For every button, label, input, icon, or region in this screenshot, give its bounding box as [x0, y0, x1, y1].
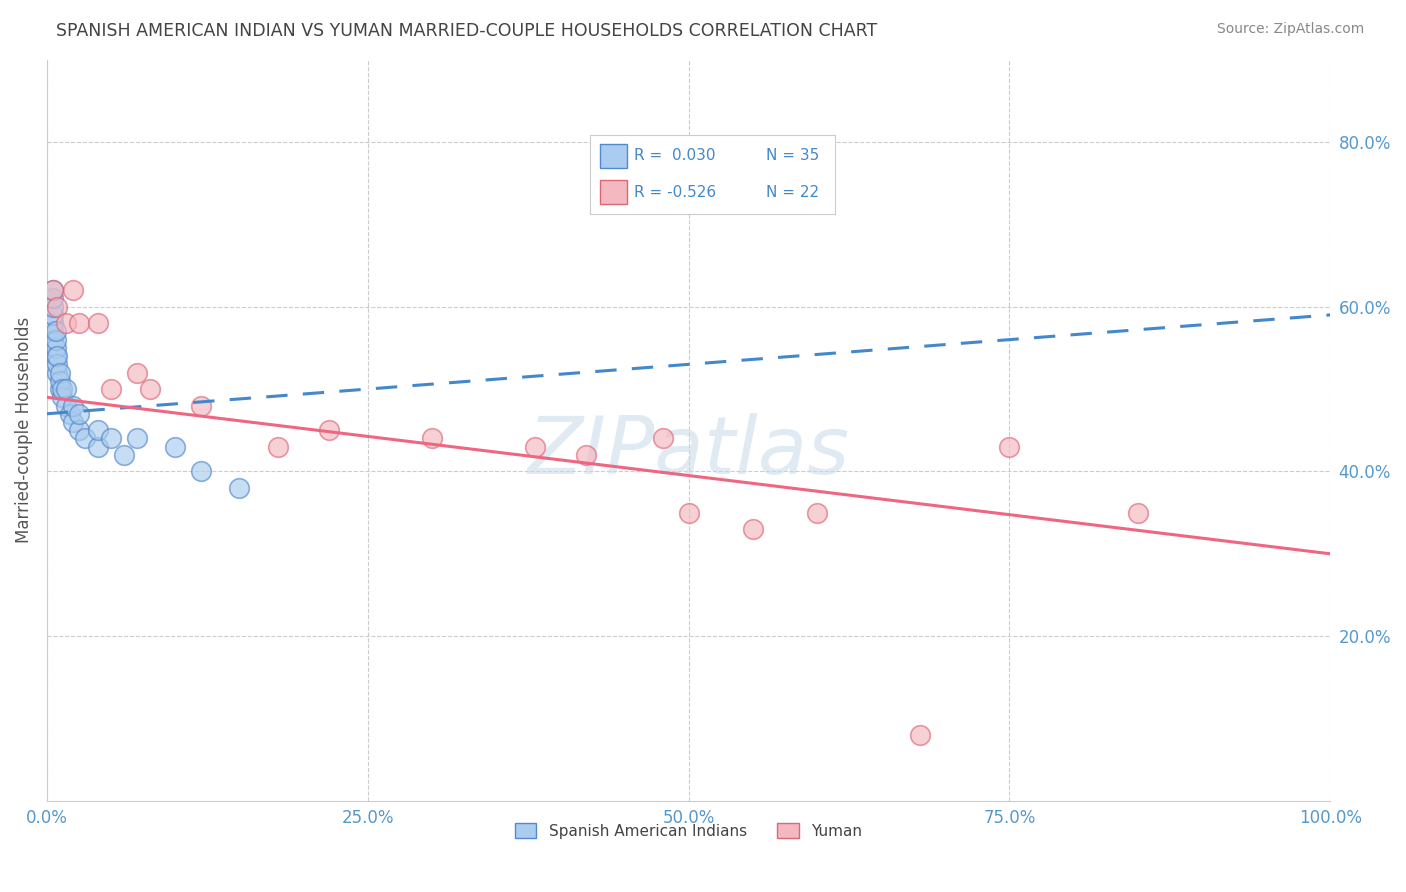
Text: SPANISH AMERICAN INDIAN VS YUMAN MARRIED-COUPLE HOUSEHOLDS CORRELATION CHART: SPANISH AMERICAN INDIAN VS YUMAN MARRIED…: [56, 22, 877, 40]
Point: [42, 300, 65, 314]
Point: [75, 432, 97, 446]
Point: [741, 522, 763, 536]
Point: [138, 382, 160, 396]
Y-axis label: Married-couple Households: Married-couple Households: [15, 318, 32, 543]
Point: [45, 333, 67, 347]
Point: [51, 382, 73, 396]
Point: [59, 407, 82, 421]
Point: [46, 366, 69, 380]
Point: [267, 440, 290, 454]
Point: [523, 440, 546, 454]
Point: [55, 399, 77, 413]
Point: [806, 506, 828, 520]
Point: [42, 333, 65, 347]
Point: [62, 399, 84, 413]
Point: [62, 415, 84, 429]
FancyBboxPatch shape: [599, 180, 627, 204]
Point: [67, 407, 90, 421]
Text: ZIPatlas: ZIPatlas: [527, 414, 849, 491]
Point: [42, 308, 65, 322]
Point: [48, 374, 70, 388]
Point: [42, 325, 65, 339]
Text: N = 35: N = 35: [766, 148, 820, 163]
Point: [228, 481, 250, 495]
Point: [1126, 506, 1149, 520]
Point: [67, 316, 90, 330]
Point: [62, 283, 84, 297]
Point: [190, 465, 212, 479]
Legend: Spanish American Indians, Yuman: Spanish American Indians, Yuman: [509, 817, 868, 845]
Point: [55, 382, 77, 396]
Point: [908, 728, 931, 742]
Point: [100, 432, 122, 446]
Point: [125, 366, 148, 380]
Point: [46, 349, 69, 363]
Point: [51, 390, 73, 404]
Point: [46, 357, 69, 371]
Point: [87, 316, 110, 330]
Point: [112, 448, 135, 462]
Text: R =  0.030: R = 0.030: [634, 148, 716, 163]
Point: [42, 292, 65, 306]
Point: [575, 448, 598, 462]
Point: [48, 366, 70, 380]
Point: [998, 440, 1021, 454]
Point: [125, 432, 148, 446]
Point: [100, 382, 122, 396]
Text: Source: ZipAtlas.com: Source: ZipAtlas.com: [1216, 22, 1364, 37]
Point: [420, 432, 443, 446]
Point: [678, 506, 700, 520]
Point: [48, 382, 70, 396]
Point: [42, 316, 65, 330]
Point: [45, 341, 67, 355]
Point: [45, 349, 67, 363]
Point: [45, 325, 67, 339]
Text: N = 22: N = 22: [766, 185, 820, 200]
Point: [318, 423, 340, 437]
Point: [190, 399, 212, 413]
Point: [67, 423, 90, 437]
Point: [55, 316, 77, 330]
FancyBboxPatch shape: [599, 144, 627, 168]
Point: [87, 423, 110, 437]
Point: [42, 283, 65, 297]
Point: [87, 440, 110, 454]
Point: [165, 440, 187, 454]
Point: [46, 300, 69, 314]
Point: [42, 283, 65, 297]
Text: R = -0.526: R = -0.526: [634, 185, 716, 200]
Point: [651, 432, 673, 446]
